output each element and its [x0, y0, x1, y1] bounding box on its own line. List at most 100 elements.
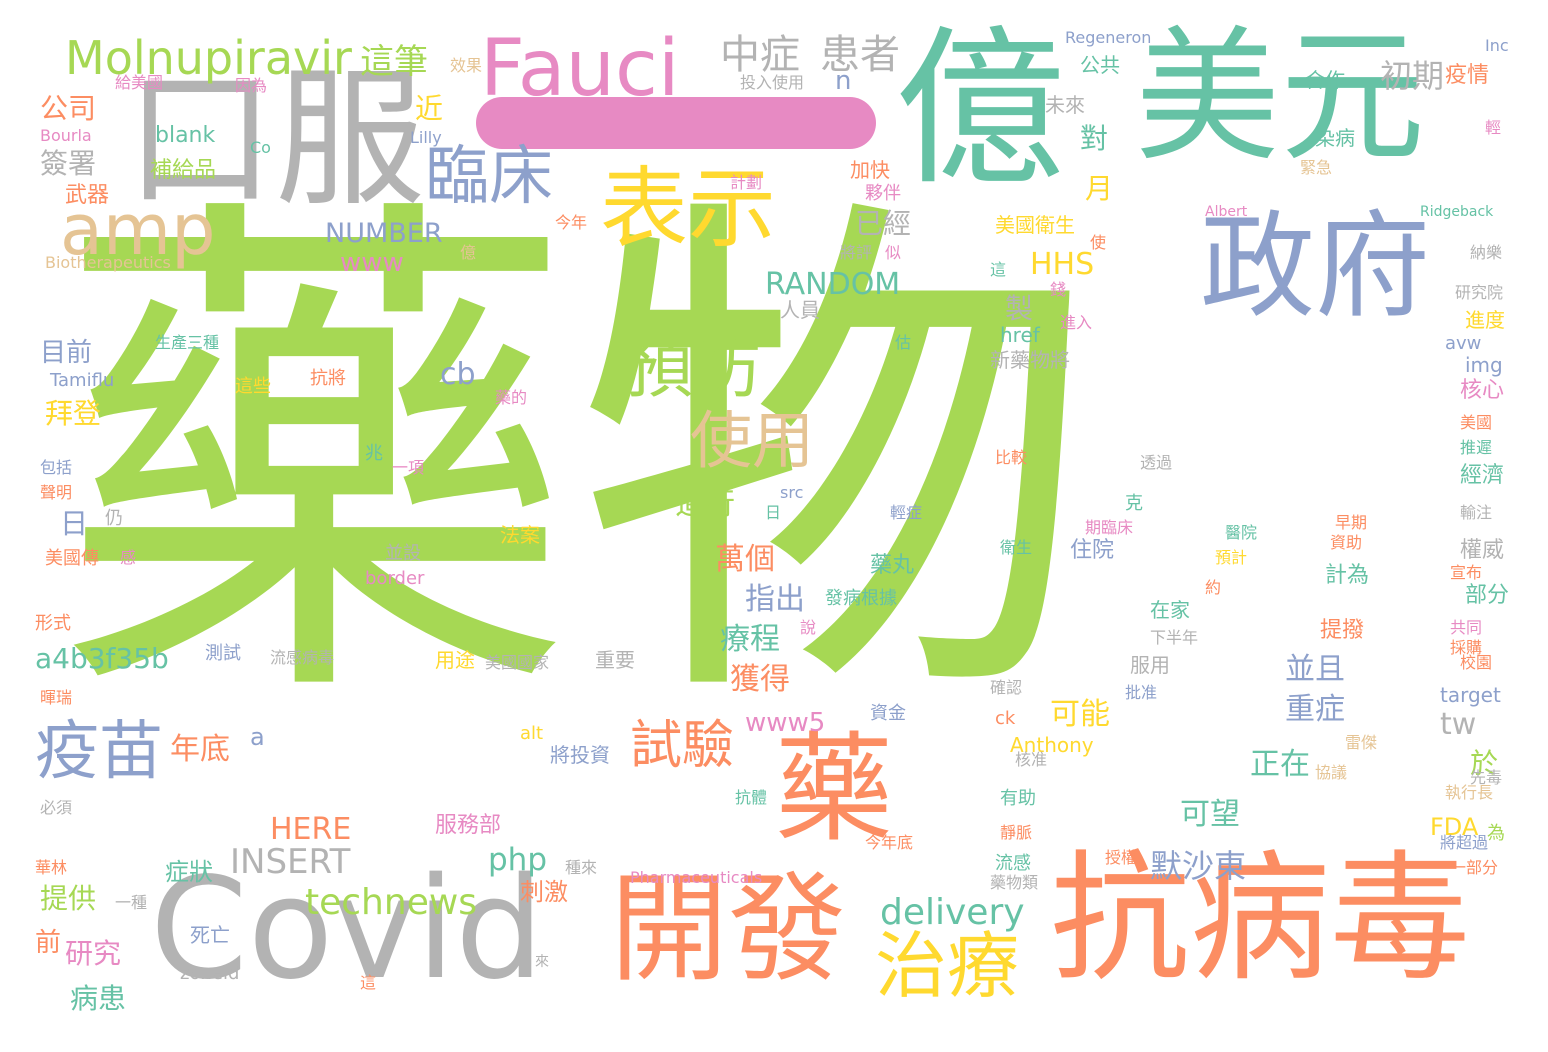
- cloud-word: alt: [520, 723, 544, 744]
- cloud-word: 口服: [125, 53, 426, 227]
- cloud-word: 疫情: [1445, 63, 1490, 88]
- cloud-word: 臨床: [425, 140, 553, 214]
- cloud-word: www5: [745, 708, 826, 738]
- cloud-word: 億: [895, 11, 1066, 209]
- cloud-word: 錢: [1050, 280, 1067, 299]
- cloud-word: 這: [360, 973, 377, 992]
- cloud-word: 武器: [65, 183, 110, 208]
- cloud-word: 住院: [1070, 538, 1115, 563]
- cloud-word: 華林: [35, 858, 68, 877]
- cloud-word: 拜登: [45, 397, 102, 430]
- cloud-word: 新藥物將: [990, 348, 1070, 372]
- cloud-word: Anthony: [1010, 733, 1094, 757]
- cloud-word: 投入使用: [740, 73, 805, 92]
- cloud-word: 先毒: [1470, 768, 1503, 787]
- cloud-word: 夥伴: [865, 183, 901, 204]
- cloud-word: 給美國: [115, 73, 164, 92]
- cloud-word: 將投資: [550, 743, 610, 767]
- cloud-word: 流感: [995, 853, 1031, 874]
- cloud-word: 有助: [1000, 788, 1036, 809]
- cloud-word: 這: [990, 260, 1007, 279]
- cloud-word: 生產三種: [155, 333, 220, 352]
- cloud-word: 用途: [435, 648, 475, 672]
- cloud-word: 授權: [1105, 848, 1138, 867]
- cloud-word: Tamiflu: [50, 370, 115, 391]
- cloud-word: 萬個: [715, 542, 775, 577]
- cloud-word: 重要: [595, 648, 635, 672]
- cloud-word: 預計: [1215, 548, 1248, 567]
- cloud-word: Regeneron: [1065, 28, 1152, 47]
- cloud-word: 透過: [1140, 453, 1173, 472]
- cloud-word: 簽署: [40, 147, 97, 180]
- cloud-word: 進行: [675, 487, 735, 522]
- cloud-word: 一部分: [1450, 858, 1499, 877]
- cloud-word: 並且: [1285, 652, 1345, 687]
- cloud-word: src: [780, 483, 804, 502]
- cloud-word: 抗病毒: [1050, 838, 1471, 1001]
- cloud-word: zoneid: [180, 963, 240, 984]
- cloud-word: 美國國家: [485, 653, 550, 672]
- cloud-word: 一種: [115, 893, 148, 912]
- cloud-word: 協議: [1315, 763, 1348, 782]
- cloud-word: Ridgeback: [1420, 204, 1494, 220]
- cloud-word: 期臨床: [1085, 518, 1134, 537]
- cloud-word: 抗將: [310, 368, 346, 389]
- cloud-word: 對: [1080, 122, 1109, 155]
- cloud-word: 這些: [235, 376, 271, 397]
- cloud-word: Albert: [1205, 204, 1248, 220]
- cloud-word: 月: [1085, 172, 1114, 205]
- cloud-word: Bourla: [40, 126, 92, 145]
- cloud-word: 來: [535, 954, 549, 970]
- cloud-word: 患者: [820, 32, 900, 78]
- cloud-word: 病患: [70, 982, 127, 1015]
- cloud-word: Biotherapeutics: [45, 253, 171, 272]
- cloud-word: cb: [440, 357, 476, 392]
- cloud-word: 研究院: [1455, 283, 1504, 302]
- cloud-word: 因為: [235, 76, 268, 95]
- cloud-word: 重症: [1285, 692, 1345, 727]
- cloud-word: 輸注: [1460, 503, 1493, 522]
- cloud-word: 默沙東: [1150, 847, 1247, 885]
- cloud-word: 宣布: [1450, 563, 1483, 582]
- cloud-word: 流感病毒: [270, 648, 335, 667]
- cloud-word: 測試: [205, 643, 241, 664]
- cloud-word: 說: [800, 618, 817, 637]
- cloud-word: 並設: [385, 543, 421, 564]
- cloud-word: 雷傑: [1345, 733, 1378, 752]
- cloud-word: HHS: [1030, 247, 1095, 282]
- cloud-word: 試驗: [630, 716, 735, 776]
- cloud-word: HERE: [270, 812, 352, 847]
- cloud-word: 權威: [1460, 538, 1505, 563]
- cloud-word: 公共: [1080, 53, 1120, 77]
- dash-word-shape: [476, 97, 876, 149]
- cloud-word: 日: [60, 507, 89, 540]
- cloud-word: 指出: [745, 582, 805, 617]
- cloud-word: 前: [35, 928, 62, 958]
- cloud-word: php: [488, 842, 548, 878]
- cloud-word: 美國: [1460, 413, 1493, 432]
- cloud-word: 可望: [1180, 797, 1240, 832]
- cloud-word: Co: [250, 138, 271, 157]
- cloud-word: blank: [155, 123, 216, 148]
- cloud-word: amp: [60, 189, 216, 271]
- cloud-word: 藥: [775, 720, 894, 858]
- cloud-word: 約: [1205, 578, 1222, 597]
- cloud-word: Inc: [1485, 36, 1509, 55]
- cloud-word: 今年底: [865, 833, 914, 852]
- cloud-word: 法案: [500, 523, 540, 547]
- cloud-word: href: [1000, 323, 1040, 347]
- cloud-word: 資金: [870, 703, 906, 724]
- cloud-word: 獲得: [730, 662, 790, 697]
- cloud-word: 計劃: [730, 173, 763, 192]
- cloud-word: 兆: [365, 443, 383, 464]
- cloud-word: 療程: [720, 622, 780, 657]
- cloud-word: 輕: [1485, 118, 1502, 137]
- cloud-word: RANDOM: [765, 267, 901, 302]
- cloud-word: 仍: [105, 508, 123, 529]
- cloud-word: 目前: [40, 338, 93, 368]
- cloud-word: Molnupiravir: [65, 31, 352, 85]
- cloud-word: 補給品: [150, 158, 217, 183]
- cloud-word: 美國衛生: [995, 213, 1075, 237]
- cloud-word: 疫苗: [35, 715, 163, 789]
